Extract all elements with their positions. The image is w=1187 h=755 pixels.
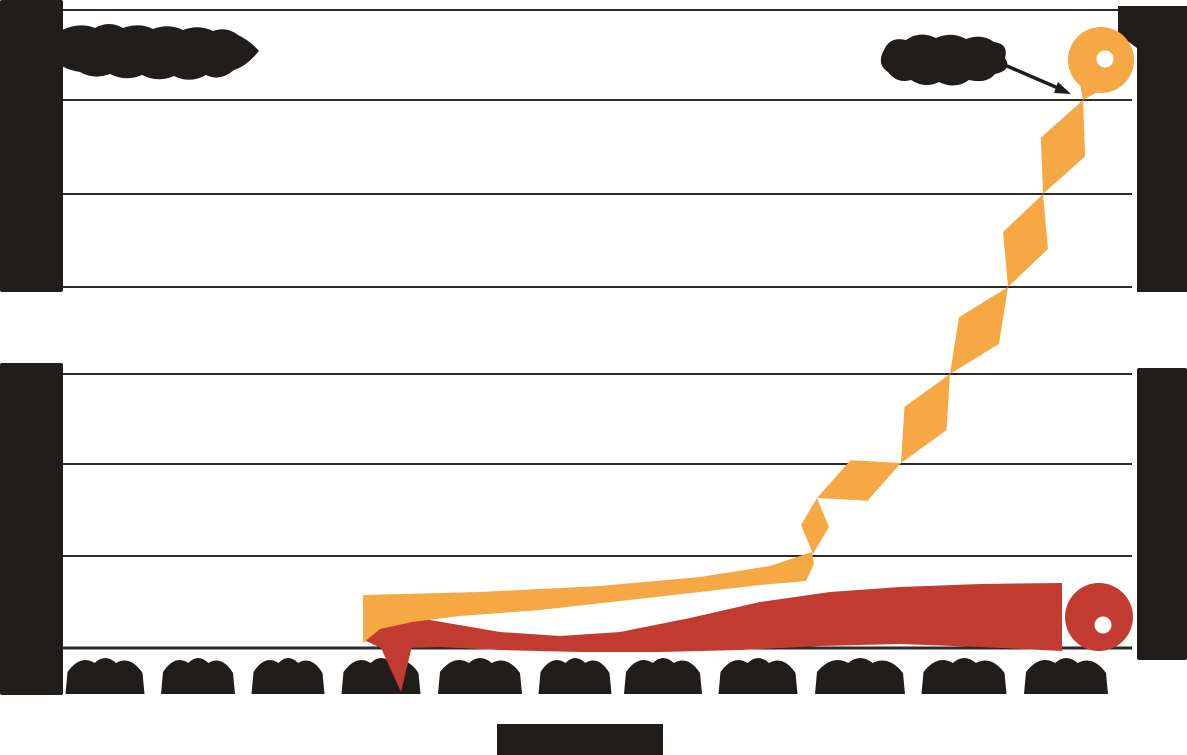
y-axis-labels-redacted: [0, 0, 1187, 695]
x-axis-label-blob: [718, 658, 798, 694]
orange-series-zigzag-segment: [801, 498, 829, 554]
y-axis-label-block-left: [0, 0, 63, 292]
x-axis-label-blob: [538, 658, 612, 694]
orange-series-line: [363, 27, 1134, 643]
annotation-arrow-line: [1006, 64, 1059, 90]
x-axis-label-blob: [438, 658, 522, 694]
x-axis-label-blob: [815, 658, 905, 694]
chart-title-redacted: [62, 24, 259, 80]
red-series-end-marker: [1065, 583, 1133, 651]
orange-series-end-dot: [1096, 50, 1114, 68]
orange-series-zigzag-segment: [1003, 194, 1048, 287]
x-axis-labels-redacted: [65, 658, 1108, 694]
source-caption-redacted: [497, 724, 663, 755]
x-axis-label-blob: [624, 658, 702, 694]
y-axis-label-block-right-bottom: [1137, 368, 1187, 660]
y-axis-label-block-left: [0, 363, 63, 695]
orange-series-zigzag-segment: [1040, 100, 1086, 194]
red-series-ribbon: [363, 583, 1062, 652]
orange-series-zigzag-segment: [950, 287, 1008, 374]
orange-series-zigzag-segment: [817, 460, 901, 501]
annotation-callout-redacted: [880, 34, 1071, 94]
x-axis-label-blob: [921, 658, 1007, 694]
plot-gridlines: [62, 9, 1132, 650]
x-axis-label-blob: [341, 658, 421, 694]
annotation-text-blob: [880, 34, 1008, 86]
x-axis-label-blob: [1024, 658, 1108, 694]
x-axis-label-blob: [161, 658, 235, 694]
y-axis-label-block-right-top: [1118, 6, 1187, 292]
annotation-arrow-icon: [1054, 82, 1071, 94]
x-axis-label-blob: [251, 658, 325, 694]
red-series-end-dot: [1094, 616, 1112, 634]
orange-series-zigzag-segment: [901, 374, 950, 463]
orange-series-flat-segment: [363, 552, 814, 643]
x-axis-label-blob: [65, 658, 145, 694]
